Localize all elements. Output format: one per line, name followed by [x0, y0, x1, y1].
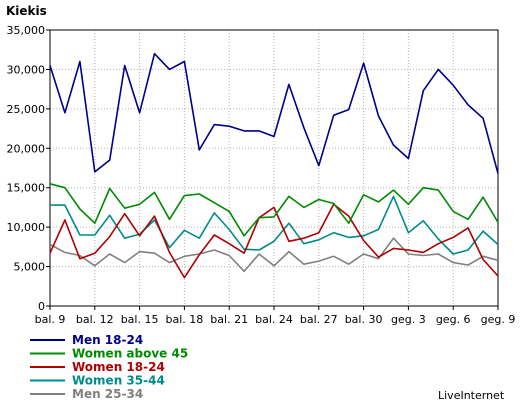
- legend-label: Women 35-44: [72, 374, 165, 388]
- y-axis-label: Kiekis: [6, 4, 47, 18]
- series-line-men-18-24: [49, 52, 499, 174]
- y-tick-label: 5,000: [14, 261, 46, 274]
- legend-label: Men 18-24: [72, 333, 143, 347]
- x-axis-ticks: bal. 9 bal. 12 bal. 15 bal. 18 bal. 21 bal. 2…: [35, 306, 516, 326]
- x-tick-label: bal. 21: [210, 313, 248, 326]
- y-tick-label: 30,000: [7, 63, 46, 76]
- series-line-men-25-34: [49, 237, 499, 273]
- y-tick-label: 15,000: [7, 182, 46, 195]
- legend-label: Women above 45: [72, 347, 188, 361]
- y-tick-label: 10,000: [7, 221, 46, 234]
- y-tick-label: 25,000: [7, 103, 46, 116]
- x-tick-label: bal. 27: [300, 313, 338, 326]
- x-tick-label: bal. 15: [121, 313, 159, 326]
- series-line-women-above-45: [49, 183, 499, 237]
- legend-label: Men 25-34: [72, 387, 143, 401]
- legend-label: Women 18-24: [72, 360, 165, 374]
- x-tick-label: geg. 6: [436, 313, 471, 326]
- x-tick-label: geg. 3: [391, 313, 426, 326]
- x-tick-label: bal. 30: [345, 313, 383, 326]
- series-lines: [49, 52, 499, 279]
- y-tick-label: 35,000: [7, 24, 46, 37]
- y-tick-label: 0: [38, 300, 45, 313]
- x-tick-label: bal. 9: [35, 313, 66, 326]
- series-line-women-18-24: [49, 203, 499, 279]
- grid: [50, 30, 498, 306]
- x-tick-label: bal. 12: [76, 313, 114, 326]
- x-tick-label: bal. 24: [255, 313, 293, 326]
- x-tick-label: geg. 9: [481, 313, 516, 326]
- brand-label: LiveInternet: [438, 389, 505, 402]
- x-tick-label: bal. 18: [166, 313, 204, 326]
- y-tick-label: 20,000: [7, 142, 46, 155]
- series-line-women-35-44: [50, 195, 499, 255]
- y-axis-ticks: 0 5,000 10,000 15,000 20,000 25,000 30,000 35,0…: [7, 24, 50, 313]
